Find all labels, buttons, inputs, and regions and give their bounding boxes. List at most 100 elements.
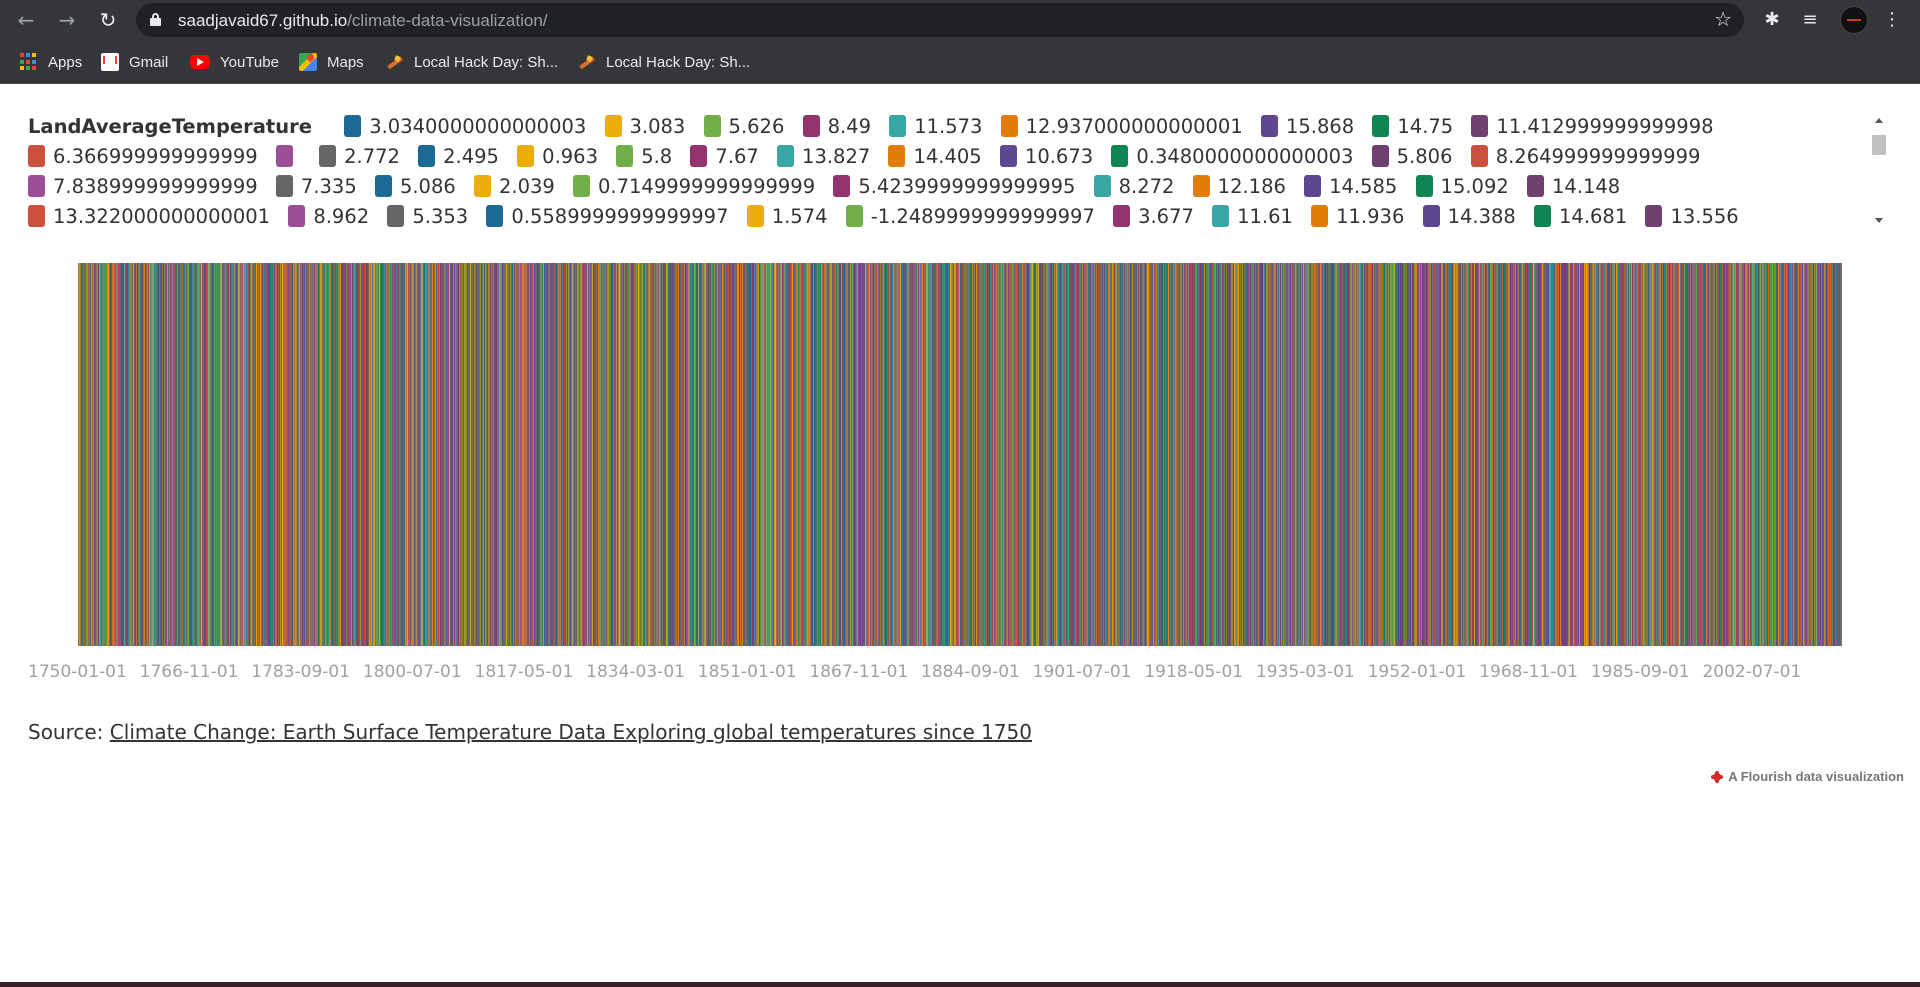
chart-bar[interactable] xyxy=(671,263,673,646)
chart-bar[interactable] xyxy=(1756,263,1758,646)
chart-bar[interactable] xyxy=(1312,263,1314,646)
chart-bar[interactable] xyxy=(615,263,617,646)
chart-bar[interactable] xyxy=(429,263,431,646)
chart-bar[interactable] xyxy=(696,263,698,646)
legend-item[interactable]: 12.186 xyxy=(1192,172,1286,202)
chart-bar[interactable] xyxy=(1450,263,1452,646)
legend-item[interactable]: 8.272 xyxy=(1093,172,1174,202)
chart-bar[interactable] xyxy=(1590,263,1591,646)
chart-bar[interactable] xyxy=(1146,263,1148,646)
chart-bar[interactable] xyxy=(1113,263,1114,646)
chart-bar[interactable] xyxy=(876,263,877,646)
chart-bar[interactable] xyxy=(280,263,282,646)
chart-bar[interactable] xyxy=(1051,263,1053,646)
chart-bar[interactable] xyxy=(590,263,592,646)
chart-bar[interactable] xyxy=(752,263,754,646)
chart-bar[interactable] xyxy=(947,263,949,646)
chart-bar[interactable] xyxy=(1364,263,1366,646)
chart-bar[interactable] xyxy=(1501,263,1502,646)
chart-bar[interactable] xyxy=(1606,263,1607,646)
chart-bar[interactable] xyxy=(1674,263,1676,646)
chart-bar[interactable] xyxy=(1324,263,1326,646)
chart-bar[interactable] xyxy=(1664,263,1666,646)
chart-bar[interactable] xyxy=(1101,263,1103,646)
chart-bar[interactable] xyxy=(1525,263,1527,646)
chart-bar[interactable] xyxy=(1545,263,1547,646)
chart-bar[interactable] xyxy=(1210,263,1212,646)
chart-bar[interactable] xyxy=(1315,263,1317,646)
chart-bar[interactable] xyxy=(1173,263,1175,646)
chart-bar[interactable] xyxy=(1555,263,1557,646)
chart-bar[interactable] xyxy=(1579,263,1581,646)
chart-bar[interactable] xyxy=(355,263,357,646)
chart-bar[interactable] xyxy=(801,263,803,646)
chart-bar[interactable] xyxy=(1627,263,1628,646)
chart-bar[interactable] xyxy=(933,263,935,646)
chart-bar[interactable] xyxy=(631,263,633,646)
chart-bar[interactable] xyxy=(551,263,553,646)
chart-bar[interactable] xyxy=(606,263,608,646)
chart-bar[interactable] xyxy=(1821,263,1822,646)
chart-bar[interactable] xyxy=(591,263,593,646)
chart-bar[interactable] xyxy=(657,263,659,646)
chart-bar[interactable] xyxy=(1220,263,1222,646)
legend-item[interactable]: 3.677 xyxy=(1113,202,1194,232)
chart-bar[interactable] xyxy=(1649,263,1651,646)
chart-bar[interactable] xyxy=(1042,263,1044,646)
chart-bar[interactable] xyxy=(1727,263,1728,646)
chart-bar[interactable] xyxy=(367,263,368,646)
chart-bar[interactable] xyxy=(1420,263,1422,646)
chart-bar[interactable] xyxy=(1145,263,1147,646)
chart-bar[interactable] xyxy=(393,263,395,646)
chart-bar[interactable] xyxy=(1268,263,1270,646)
chart-bar[interactable] xyxy=(758,263,760,646)
chart-bar[interactable] xyxy=(1792,263,1794,646)
chart-bar[interactable] xyxy=(732,263,734,646)
chart-bar[interactable] xyxy=(1457,263,1459,646)
chart-bar[interactable] xyxy=(1246,263,1248,646)
chart-bar[interactable] xyxy=(1313,263,1315,646)
chart-bar[interactable] xyxy=(1021,263,1023,646)
chart-bar[interactable] xyxy=(980,263,982,646)
chart-bar[interactable] xyxy=(594,263,596,646)
chart-bar[interactable] xyxy=(1685,263,1687,646)
chart-bar[interactable] xyxy=(925,263,927,646)
chart-bar[interactable] xyxy=(638,263,640,646)
chart-bar[interactable] xyxy=(211,263,213,646)
chart-bar[interactable] xyxy=(148,263,150,646)
chart-bar[interactable] xyxy=(1291,263,1292,646)
chart-bar[interactable] xyxy=(762,263,764,646)
chart-bar[interactable] xyxy=(857,263,859,646)
chart-bar[interactable] xyxy=(1376,263,1378,646)
chart-bar[interactable] xyxy=(135,263,137,646)
chart-bar[interactable] xyxy=(1203,263,1205,646)
chart-bar[interactable] xyxy=(511,263,513,646)
chart-bar[interactable] xyxy=(522,263,524,646)
chart-bar[interactable] xyxy=(1351,263,1353,646)
chart-bar[interactable] xyxy=(1249,263,1250,646)
chart-bar[interactable] xyxy=(257,263,258,646)
chart-bar[interactable] xyxy=(438,263,440,646)
chart-bar[interactable] xyxy=(212,263,214,646)
chart-bar[interactable] xyxy=(415,263,417,646)
chart-bar[interactable] xyxy=(576,263,578,646)
chart-bar[interactable] xyxy=(924,263,925,646)
chart-bar[interactable] xyxy=(919,263,921,646)
chart-bar[interactable] xyxy=(1389,263,1391,646)
chart-bar[interactable] xyxy=(1400,263,1402,646)
chart-bar[interactable] xyxy=(1247,263,1249,646)
chart-bar[interactable] xyxy=(1282,263,1284,646)
chart-bar[interactable] xyxy=(1157,263,1159,646)
chart-bar[interactable] xyxy=(1379,263,1381,646)
chart-bar[interactable] xyxy=(398,263,400,646)
chart-bar[interactable] xyxy=(1471,263,1473,646)
chart-bar[interactable] xyxy=(1485,263,1487,646)
chart-bar[interactable] xyxy=(532,263,534,646)
chart-bar[interactable] xyxy=(166,263,168,646)
chart-bar[interactable] xyxy=(1306,263,1308,646)
chart-bar[interactable] xyxy=(742,263,744,646)
chart-bar[interactable] xyxy=(1044,263,1046,646)
chart-bar[interactable] xyxy=(1373,263,1375,646)
bookmark-star-icon[interactable]: ☆ xyxy=(1714,7,1732,31)
chart-bar[interactable] xyxy=(1660,263,1662,646)
